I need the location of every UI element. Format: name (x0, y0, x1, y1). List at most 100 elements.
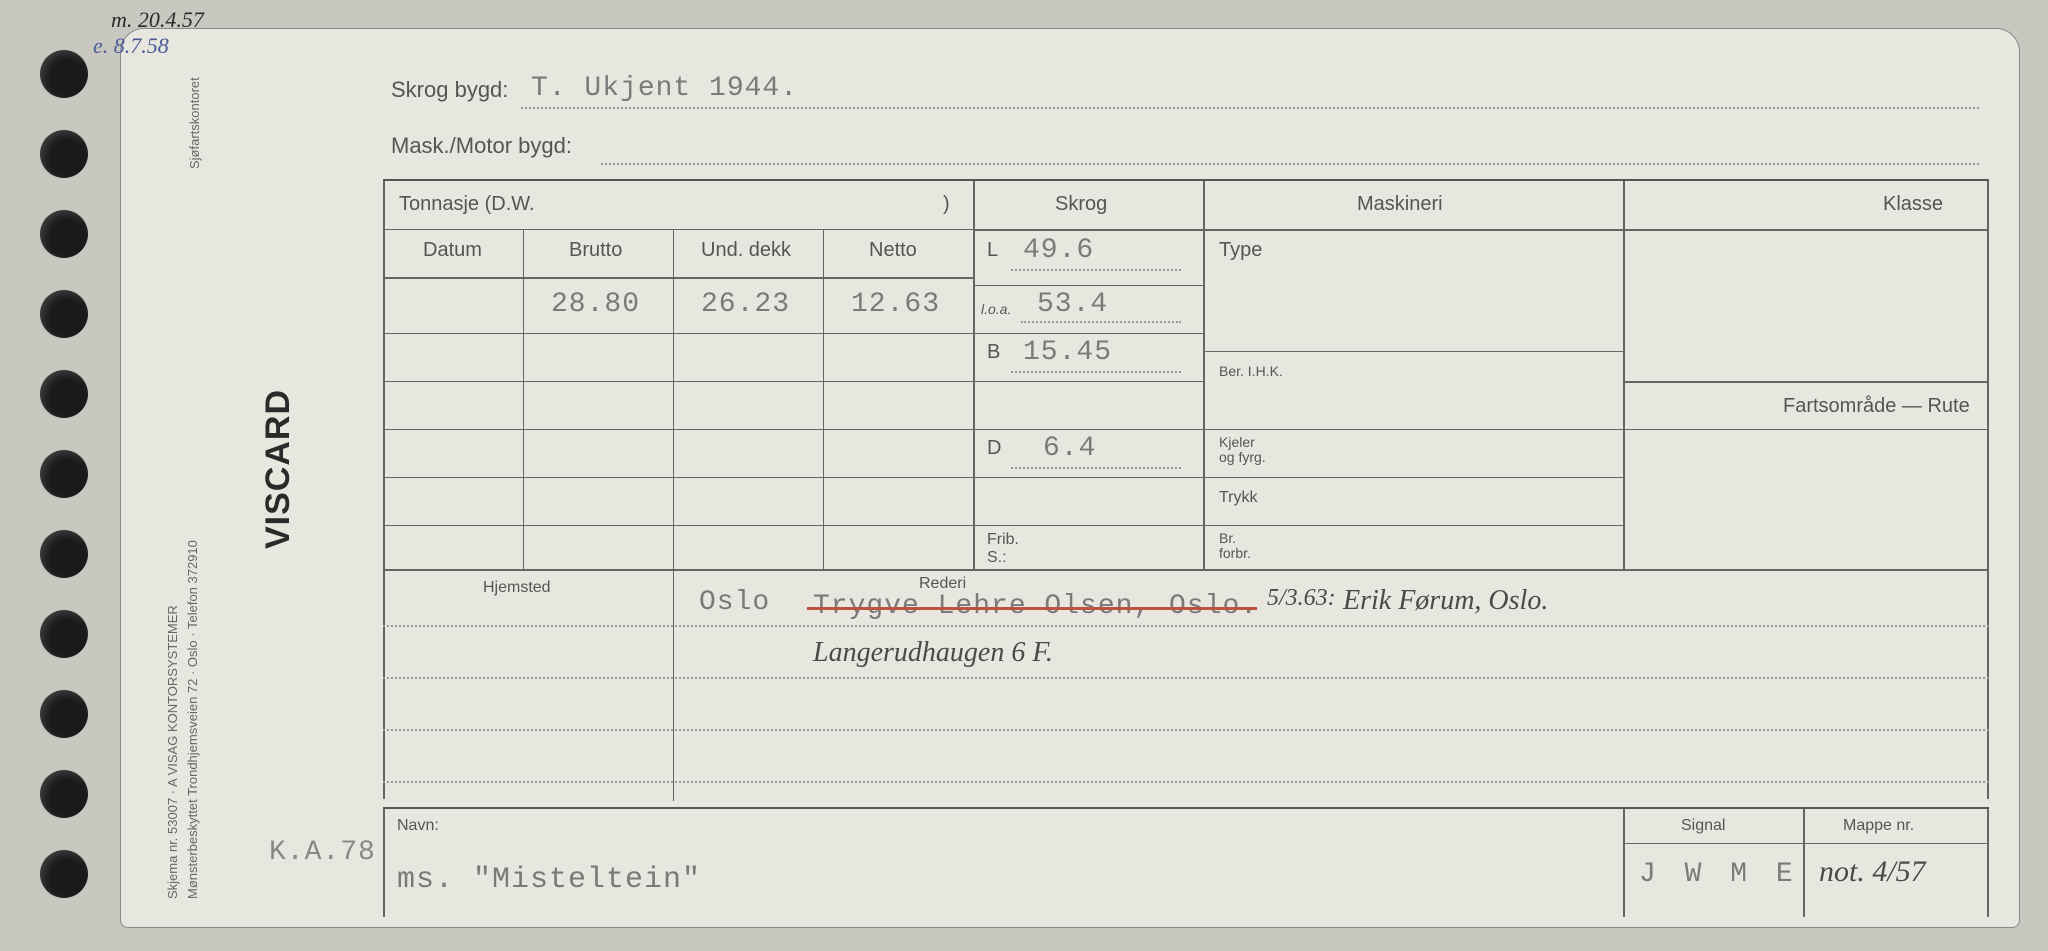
sjofartskontoret-label: Sjøfartskontoret (187, 77, 202, 169)
index-card: m. 20.4.57 e. 8.7.58 Sjøfartskontoret VI… (120, 28, 2020, 928)
hole (40, 770, 88, 818)
val-brutto: 28.80 (551, 289, 640, 320)
footer: K.A.78 Navn: ms. "Misteltein" Signal J W… (383, 807, 1989, 917)
trykk-label: Trykk (1219, 489, 1258, 507)
kjeler-label: Kjeler og fyrg. (1219, 435, 1266, 466)
vline (1623, 181, 1625, 569)
vline (1987, 181, 1989, 799)
signal-label: Signal (1681, 817, 1725, 835)
frib-label: Frib. (987, 531, 1019, 549)
B-label: B (987, 341, 1000, 364)
vline (823, 229, 824, 569)
tonnasje-label: Tonnasje (D.W. (399, 193, 535, 216)
hline (1203, 351, 1623, 352)
col-netto: Netto (869, 239, 917, 262)
vline (1203, 181, 1205, 569)
vline (673, 229, 674, 569)
br-label: Br. forbr. (1219, 531, 1251, 562)
dotted (1021, 321, 1181, 323)
hjemsted-value: Oslo (699, 587, 770, 618)
loa-label: l.o.a. (981, 301, 1011, 317)
farts-label: Fartsområde — Rute (1783, 395, 1970, 418)
hline (383, 333, 973, 334)
D-value: 6.4 (1043, 433, 1096, 464)
vline (523, 229, 524, 569)
hline (383, 477, 973, 478)
hole (40, 130, 88, 178)
vline (1987, 809, 1989, 917)
ka-number: K.A.78 (269, 837, 376, 868)
hole (40, 50, 88, 98)
sidebar-line2: Mønsterbeskyttet Trondhjemsveien 72 · Os… (185, 540, 200, 899)
viscard-brand: VISCARD (259, 389, 298, 549)
strikethrough (807, 607, 1257, 610)
hole (40, 450, 88, 498)
main-table: Tonnasje (D.W. ) Datum Brutto Und. dekk … (383, 179, 1989, 799)
s-label: S.: (987, 549, 1007, 567)
binder-holes (40, 50, 88, 930)
hline (383, 381, 973, 382)
row-mask-bygd: Mask./Motor bygd: (391, 127, 1979, 177)
dotted-hline (383, 729, 1989, 731)
col-brutto: Brutto (569, 239, 622, 262)
hline (1623, 843, 1989, 844)
ber-label: Ber. I.H.K. (1219, 363, 1283, 379)
skrog-title: Skrog (1055, 193, 1107, 216)
hole (40, 850, 88, 898)
hline (973, 525, 1203, 526)
loa-value: 53.4 (1037, 289, 1108, 320)
dotted-underline (521, 107, 1979, 109)
hline (383, 525, 973, 526)
val-netto: 12.63 (851, 289, 940, 320)
mask-bygd-label: Mask./Motor bygd: (391, 133, 572, 159)
dotted (1011, 467, 1181, 469)
L-value: 49.6 (1023, 235, 1094, 266)
dotted-underline (601, 163, 1979, 165)
sidebar-line1: Skjema nr. 53007 · A VISAG KONTORSYSTEME… (165, 605, 180, 899)
hole (40, 530, 88, 578)
D-label: D (987, 437, 1001, 460)
hline (1623, 381, 1989, 383)
row-skrog-bygd: Skrog bygd: T. Ukjent 1944. (391, 71, 1979, 121)
annotation-date-1: m. 20.4.57 (111, 7, 204, 33)
hline (973, 229, 1989, 231)
hline (1623, 429, 1989, 430)
rederi-date: 5/3.63: (1267, 585, 1336, 612)
vline (383, 809, 385, 917)
hline (973, 381, 1203, 382)
maskineri-title: Maskineri (1357, 193, 1443, 216)
hline (1203, 477, 1623, 478)
annotation-date-2: e. 8.7.58 (93, 33, 169, 59)
dotted-hline (383, 781, 1989, 783)
L-label: L (987, 239, 998, 262)
vline (1803, 809, 1805, 917)
hjemsted-label: Hjemsted (483, 579, 551, 597)
skrog-bygd-label: Skrog bygd: (391, 77, 508, 103)
mappe-label: Mappe nr. (1843, 817, 1914, 835)
rederi-address: Langerudhaugen 6 F. (813, 637, 1053, 669)
signal-value: J W M E (1639, 859, 1799, 890)
skrog-bygd-value: T. Ukjent 1944. (531, 73, 798, 104)
vline (673, 569, 674, 801)
vline (1623, 809, 1625, 917)
navn-value: ms. "Misteltein" (397, 863, 701, 897)
col-und-dekk: Und. dekk (701, 239, 791, 262)
tonnasje-close: ) (943, 193, 950, 216)
dotted-hline (383, 625, 1989, 627)
dotted-hline (383, 677, 1989, 679)
hline (973, 285, 1203, 286)
hline (383, 229, 973, 230)
val-und-dekk: 26.23 (701, 289, 790, 320)
hole (40, 690, 88, 738)
hole (40, 610, 88, 658)
vline (973, 181, 975, 569)
col-datum: Datum (423, 239, 482, 262)
hline (973, 429, 1203, 430)
hline (973, 333, 1203, 334)
dotted (1011, 269, 1181, 271)
mappe-value: not. 4/57 (1819, 855, 1926, 889)
klasse-title: Klasse (1883, 193, 1943, 216)
hole (40, 290, 88, 338)
hole (40, 370, 88, 418)
hline (1203, 525, 1623, 526)
